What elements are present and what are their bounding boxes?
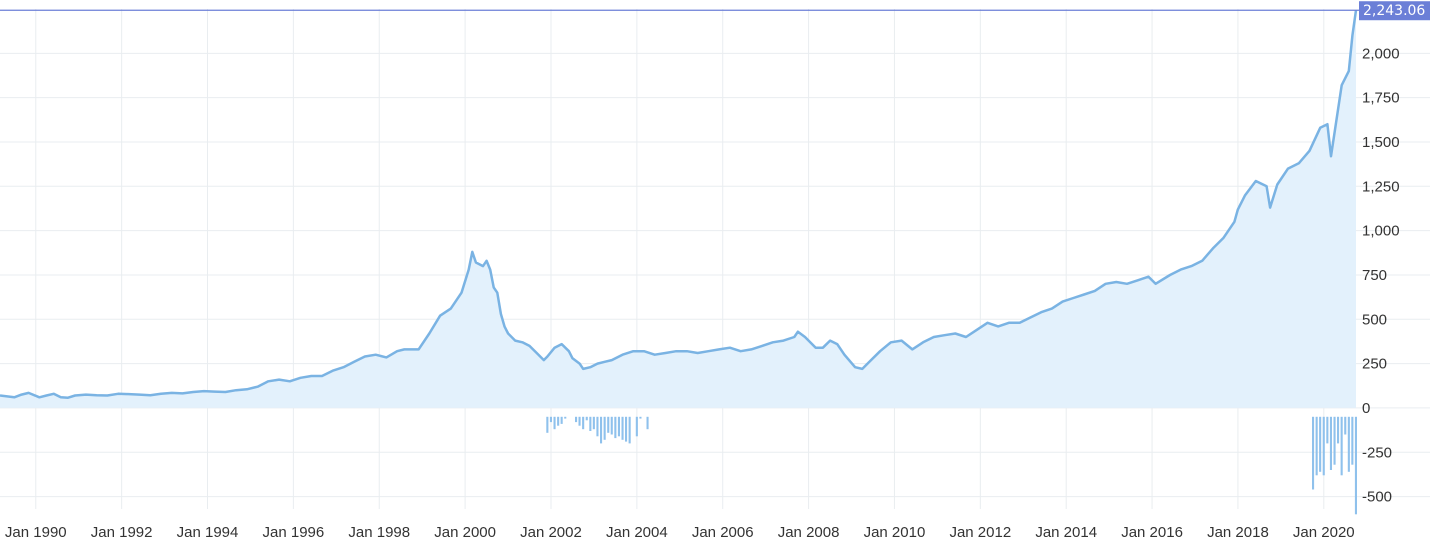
bar [607,416,610,433]
x-tick-label: Jan 2006 [692,524,754,541]
bar [1347,416,1350,472]
bar [635,416,638,437]
bar [1337,416,1340,444]
y-tick-label: 250 [1362,356,1387,373]
bar [621,416,624,440]
x-tick-label: Jan 2008 [778,524,840,541]
x-tick-label: Jan 1996 [263,524,325,541]
price-line [0,10,1358,399]
last-value-background [1359,1,1430,21]
bar [582,416,585,430]
last-value-label: 2,243.06 [1363,3,1425,19]
bar [578,416,581,426]
y-tick-label: 2,000 [1362,45,1400,62]
bar [639,416,642,419]
last-value-badge: 2,243.06 [1359,1,1430,21]
bar [1344,416,1347,435]
bar [1354,416,1357,515]
bar [1315,416,1318,476]
bar [585,416,588,421]
bar [625,416,628,442]
bar [617,416,620,437]
x-tick-label: Jan 2016 [1121,524,1183,541]
y-tick-label: 500 [1362,311,1387,328]
bar [628,416,631,444]
bar [589,416,592,431]
bar [560,416,563,424]
bar [575,416,578,423]
x-tick-label: Jan 1998 [348,524,410,541]
x-tick-label: Jan 2004 [606,524,668,541]
bar [592,416,595,430]
y-tick-label: 1,750 [1362,90,1400,107]
x-tick-label: Jan 2014 [1035,524,1097,541]
y-tick-label: 0 [1362,400,1370,417]
y-axis: 2,000 1,750 1,500 1,250 1,000 750 500 250 0 -250 -… [1362,45,1400,505]
bar [1319,416,1322,472]
grid-lines [0,9,1430,509]
bar [596,416,599,437]
y-tick-label: -500 [1362,489,1392,506]
bar [1351,416,1354,465]
x-tick-label: Jan 2010 [864,524,926,541]
bar [557,416,560,426]
y-tick-label: 1,500 [1362,134,1400,151]
bar [610,416,613,435]
bar [564,416,567,419]
bar [553,416,556,430]
area-fill [0,10,1356,408]
y-tick-label: 750 [1362,267,1387,284]
negative-bars [546,416,1357,515]
bar [1322,416,1325,476]
y-tick-label: 1,250 [1362,178,1400,195]
bar [614,416,617,439]
bar [1333,416,1336,465]
x-axis: Jan 1990 Jan 1992 Jan 1994 Jan 1996 Jan 1998… [5,524,1355,541]
x-tick-label: Jan 2012 [949,524,1011,541]
bar [646,416,649,430]
bar [1329,416,1332,470]
x-tick-label: Jan 2002 [520,524,582,541]
x-tick-label: Jan 1992 [91,524,153,541]
bar [603,416,606,440]
bar [600,416,603,444]
x-tick-label: Jan 2000 [434,524,496,541]
x-tick-label: Jan 2018 [1207,524,1269,541]
y-tick-label: 1,000 [1362,223,1400,240]
x-tick-label: Jan 1990 [5,524,67,541]
bar [549,416,552,423]
x-tick-label: Jan 2020 [1293,524,1355,541]
x-tick-label: Jan 1994 [177,524,239,541]
bar [1340,416,1343,476]
bar [1312,416,1315,490]
y-tick-label: -250 [1362,444,1392,461]
bar [546,416,549,433]
bar [1326,416,1329,444]
